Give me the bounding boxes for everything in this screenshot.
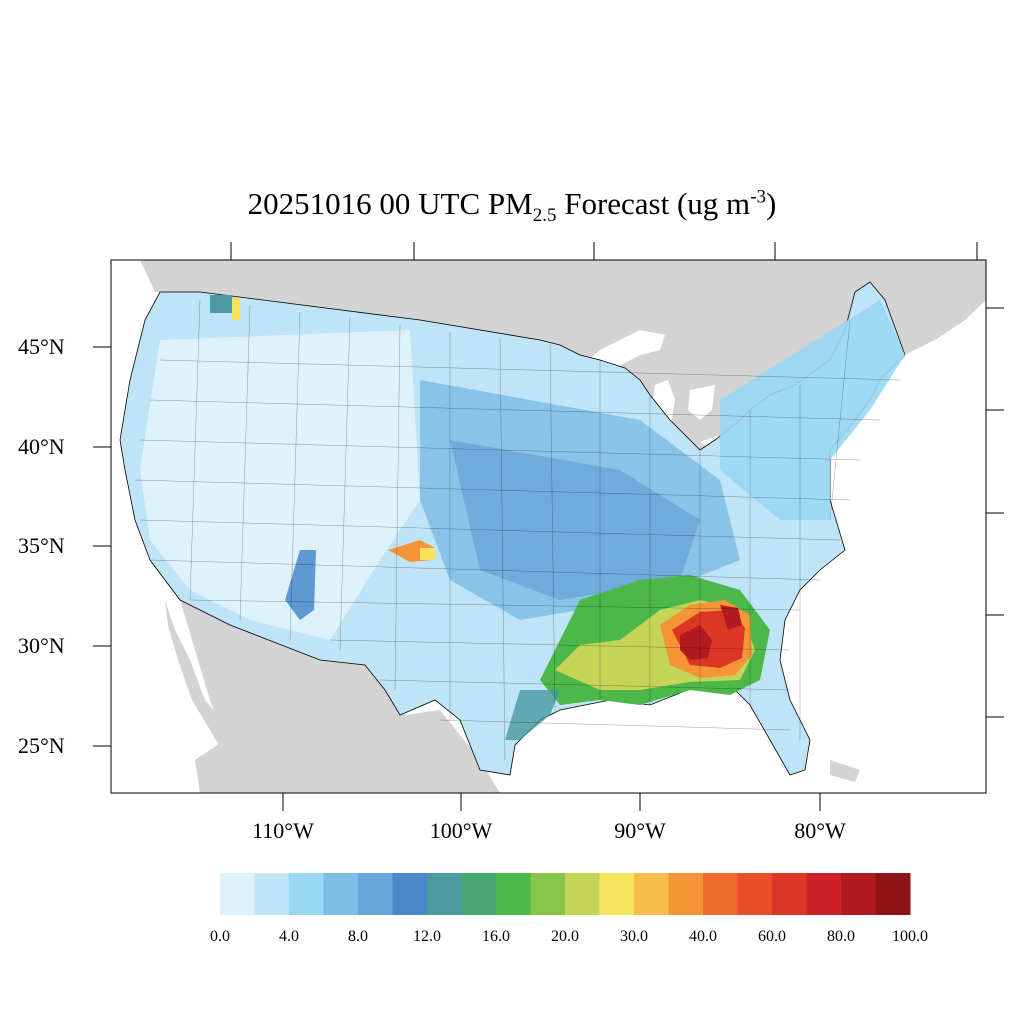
texas-coast-teal: [505, 690, 560, 740]
colorbar: [220, 873, 911, 915]
colorbar-tick-label: 20.0: [551, 928, 579, 945]
colorbar-swatch: [599, 873, 635, 915]
map-title: 20251016 00 UTC PM2.5 Forecast (ug m-3): [0, 186, 1024, 227]
lat-label-25: 25°N: [18, 733, 65, 758]
lat-label-40: 40°N: [18, 434, 65, 459]
colorbar-swatch: [358, 873, 393, 915]
colorbar-tick-label: 30.0: [620, 928, 648, 945]
colorbar-tick-label: 60.0: [758, 928, 786, 945]
colorbar-tick-label: 40.0: [689, 928, 717, 945]
lat-label-45: 45°N: [18, 334, 65, 359]
colorbar-swatch: [530, 873, 566, 915]
colorbar-swatch: [461, 873, 497, 915]
right-ticks: [986, 307, 1004, 718]
colorbar-swatch: [841, 873, 876, 915]
west-low-region: [140, 330, 420, 640]
oklahoma-hotspot-yellow: [420, 548, 435, 560]
colorbar-tick-label: 12.0: [413, 928, 441, 945]
colorbar-tick-label: 16.0: [482, 928, 510, 945]
colorbar-swatch: [496, 873, 531, 915]
colorbar-swatch: [875, 873, 911, 915]
conus-region: [119, 281, 906, 776]
cuba-landmass: [830, 760, 860, 782]
colorbar-swatch: [220, 873, 255, 915]
washington-hotspot: [210, 295, 232, 313]
colorbar-swatch: [703, 873, 738, 915]
title-prefix: 20251016 00 UTC PM: [247, 186, 533, 221]
colorbar-swatch: [737, 873, 773, 915]
colorbar-swatch: [392, 873, 428, 915]
top-ticks: [230, 242, 978, 260]
baja-california: [165, 600, 262, 793]
colorbar-tick-label: 0.0: [210, 928, 230, 945]
colorbar-tick-label: 4.0: [279, 928, 299, 945]
lon-label-110: 110°W: [252, 818, 314, 843]
colorbar-tick-label: 8.0: [348, 928, 368, 945]
colorbar-swatch: [806, 873, 842, 915]
canada-landmass: [140, 260, 986, 450]
lon-label-90: 90°W: [614, 818, 666, 843]
title-middle: Forecast (ug m: [556, 186, 751, 221]
bottom-ticks: [282, 793, 821, 811]
plume-darkred: [680, 605, 742, 660]
title-subscript: 2.5: [532, 205, 557, 227]
colorbar-swatch: [668, 873, 704, 915]
lat-label-35: 35°N: [18, 533, 65, 558]
colorbar-swatch: [427, 873, 462, 915]
colorbar-tick-label: 80.0: [827, 928, 855, 945]
left-ticks: [93, 346, 111, 747]
title-superscript: -3: [750, 186, 767, 208]
washington-hotspot-yellow: [232, 298, 240, 320]
northeast-region: [720, 300, 905, 520]
lat-label-30: 30°N: [18, 633, 65, 658]
central-band: [450, 440, 700, 600]
colorbar-swatch: [323, 873, 359, 915]
colorbar-tick-label: 100.0: [892, 928, 928, 945]
title-suffix: ): [766, 186, 777, 221]
colorbar-swatch: [289, 873, 324, 915]
lon-label-100: 100°W: [429, 818, 493, 843]
colorbar-swatch: [565, 873, 600, 915]
county-grid: [134, 299, 901, 761]
new-mexico-strip: [285, 550, 316, 620]
colorbar-swatch: [254, 873, 290, 915]
colorbar-swatch: [634, 873, 669, 915]
colorbar-swatch: [772, 873, 807, 915]
map-frame: [110, 259, 987, 794]
lon-label-80: 80°W: [794, 818, 846, 843]
mexico-landmass: [180, 600, 500, 793]
